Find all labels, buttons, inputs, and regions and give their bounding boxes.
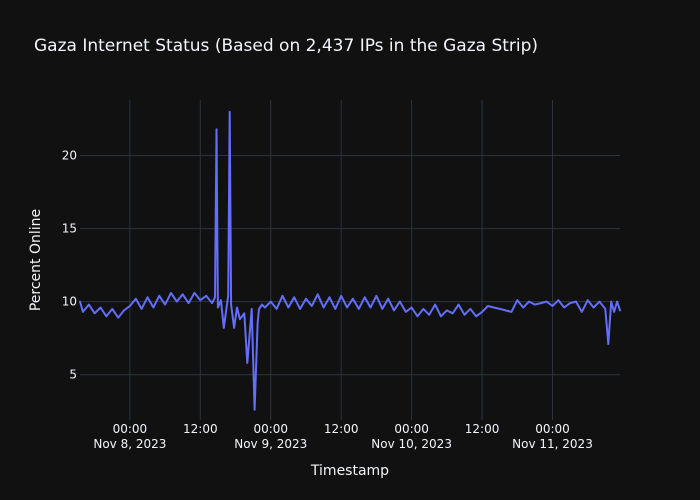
x-tick-label: 12:00 [324,422,359,436]
grid-lines [80,100,620,420]
x-tick-label: 00:00 [113,422,148,436]
y-tick-label: 5 [69,368,77,382]
y-axis-title: Percent Online [28,209,44,311]
y-tick-label: 15 [62,222,77,236]
x-tick-date-label: Nov 10, 2023 [371,437,452,451]
x-tick-label: 12:00 [465,422,500,436]
x-tick-label: 00:00 [535,422,570,436]
x-tick-label: 00:00 [394,422,429,436]
x-tick-label: 00:00 [253,422,288,436]
x-tick-date-label: Nov 11, 2023 [512,437,593,451]
y-tick-label: 10 [62,295,77,309]
y-axis-ticks: 5 10 15 20 [62,149,77,382]
y-tick-label: 20 [62,149,77,163]
x-tick-label: 12:00 [183,422,218,436]
x-tick-date-label: Nov 8, 2023 [93,437,166,451]
x-axis-title: Timestamp [310,463,389,479]
series-line [79,110,621,411]
x-tick-date-label: Nov 9, 2023 [234,437,307,451]
chart-title: Gaza Internet Status (Based on 2,437 IPs… [34,36,538,56]
